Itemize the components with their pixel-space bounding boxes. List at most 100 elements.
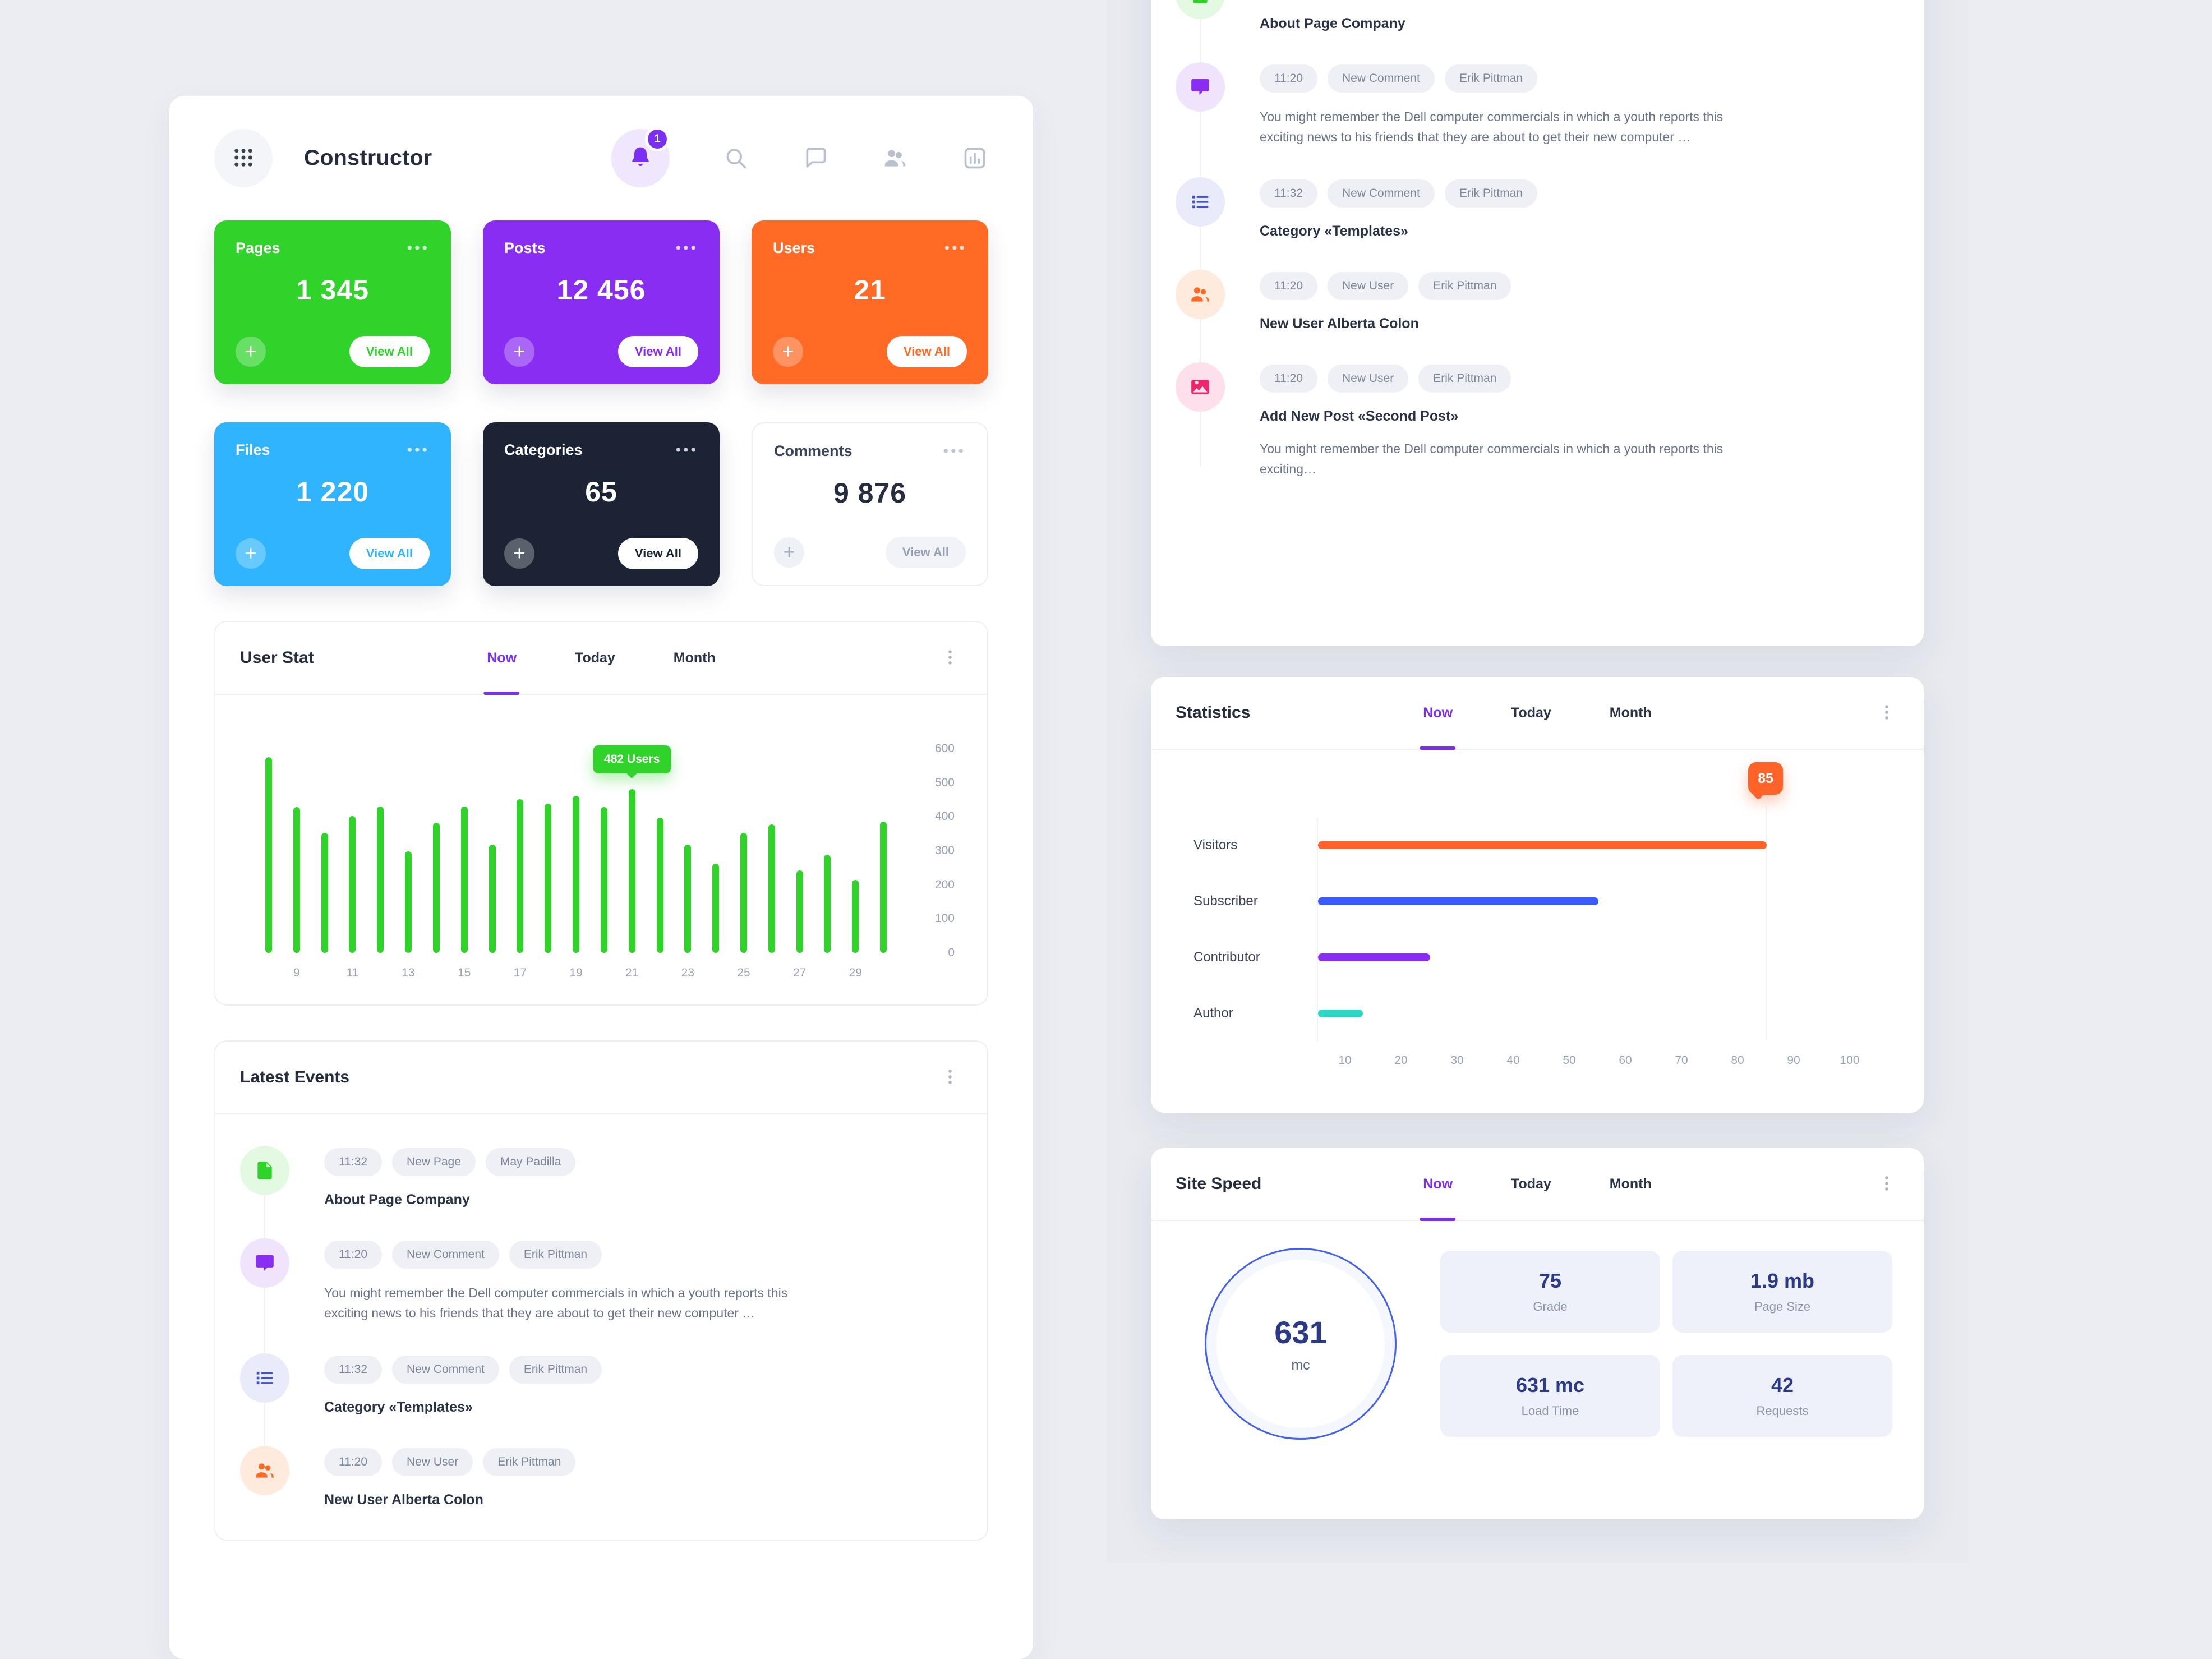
event-item: 11:32 New Comment Erik Pittman Category «Te… (1176, 177, 1899, 239)
tab-month[interactable]: Month (1609, 704, 1652, 721)
notifications-button[interactable]: 1 (611, 127, 670, 187)
add-icon[interactable]: + (504, 538, 534, 569)
analytics-icon[interactable] (961, 145, 988, 172)
x-axis-label: 30 (1450, 1054, 1464, 1067)
stat-row: Contributor (1193, 929, 1879, 985)
user-stat-bar[interactable] (573, 796, 580, 953)
card-title: Users (773, 239, 815, 256)
card-menu-icon[interactable]: ••• (944, 239, 967, 256)
user-stat-bar[interactable] (684, 845, 692, 953)
event-user-chip[interactable]: Erik Pittman (483, 1448, 576, 1477)
event-title[interactable]: About Page Company (324, 1192, 470, 1208)
tab-today[interactable]: Today (1511, 704, 1551, 721)
speed-gauge: 631 mc (1205, 1248, 1397, 1440)
add-icon[interactable]: + (236, 337, 266, 367)
user-stat-bar[interactable] (768, 824, 775, 953)
event-type-chip[interactable]: New User (1328, 272, 1409, 301)
user-stat-bar[interactable] (600, 807, 607, 953)
view-all-button[interactable]: View All (349, 538, 430, 569)
tab-today[interactable]: Today (575, 649, 615, 666)
user-stat-bar[interactable] (460, 807, 468, 953)
user-stat-bar[interactable] (405, 851, 412, 953)
speed-tile-requests: 42 Requests (1672, 1355, 1892, 1437)
event-type-chip[interactable]: New Comment (392, 1241, 499, 1269)
messages-icon[interactable] (802, 145, 829, 172)
event-user-chip[interactable]: Erik Pittman (509, 1241, 602, 1269)
card-menu-icon[interactable]: ••• (943, 443, 966, 459)
event-type-chip[interactable]: New Page (392, 1148, 476, 1176)
tab-now[interactable]: Now (1423, 1148, 1453, 1220)
user-stat-bar[interactable] (517, 799, 524, 953)
user-stat-bar[interactable] (796, 870, 803, 953)
users-icon[interactable] (882, 145, 909, 172)
event-user-chip[interactable]: Erik Pittman (1418, 272, 1511, 301)
view-all-button[interactable]: View All (349, 336, 430, 367)
user-stat-bar[interactable] (712, 864, 720, 953)
search-icon[interactable] (722, 145, 749, 172)
event-user-chip[interactable]: Erik Pittman (509, 1356, 602, 1384)
user-stat-bar[interactable] (824, 855, 831, 953)
bar-slot (841, 749, 869, 953)
more-options-icon[interactable] (1874, 1172, 1899, 1196)
add-icon[interactable]: + (773, 337, 803, 367)
event-title[interactable]: About Page Company (1260, 16, 1405, 31)
event-type-chip[interactable]: New User (1328, 365, 1409, 393)
user-stat-bar[interactable] (489, 845, 496, 953)
more-options-icon[interactable] (938, 1065, 962, 1090)
event-title[interactable]: Category «Templates» (324, 1399, 473, 1416)
user-stat-bar[interactable] (656, 818, 663, 953)
x-axis-label (366, 966, 394, 980)
stat-bar[interactable] (1318, 953, 1430, 961)
user-stat-bar[interactable] (880, 822, 887, 953)
add-icon[interactable]: + (504, 337, 534, 367)
user-stat-bar[interactable] (432, 823, 440, 953)
event-title[interactable]: New User Alberta Colon (1260, 316, 1419, 332)
tab-now[interactable]: Now (487, 622, 517, 694)
tab-month[interactable]: Month (1609, 1176, 1652, 1192)
user-stat-bar[interactable] (852, 880, 859, 953)
user-stat-bar[interactable] (740, 833, 747, 953)
event-title[interactable]: Add New Post «Second Post» (1260, 408, 1459, 425)
card-menu-icon[interactable]: ••• (407, 441, 430, 458)
event-user-chip[interactable]: May Padilla (485, 1148, 576, 1176)
user-stat-bar[interactable] (321, 833, 328, 953)
view-all-button[interactable]: View All (886, 336, 967, 367)
event-user-chip[interactable]: Erik Pittman (1418, 365, 1511, 393)
user-stat-bar[interactable] (628, 789, 635, 953)
tab-now[interactable]: Now (1423, 677, 1453, 749)
view-all-button[interactable]: View All (885, 537, 966, 568)
add-icon[interactable]: + (236, 538, 266, 569)
card-menu-icon[interactable]: ••• (675, 441, 698, 458)
view-all-button[interactable]: View All (617, 538, 698, 569)
apps-grid-button[interactable] (214, 129, 273, 187)
event-title[interactable]: New User Alberta Colon (324, 1492, 483, 1508)
event-type-chip[interactable]: New Comment (1328, 179, 1435, 208)
user-stat-bar[interactable] (265, 757, 272, 953)
speed-tile-load-time: 631 mc Load Time (1440, 1355, 1660, 1437)
user-stat-bar[interactable] (545, 804, 552, 953)
event-type-chip[interactable]: New User (392, 1448, 473, 1477)
tab-month[interactable]: Month (673, 649, 716, 666)
stat-bar[interactable] (1318, 1010, 1363, 1017)
tab-today[interactable]: Today (1511, 1176, 1551, 1192)
stat-row-label: Subscriber (1193, 893, 1258, 909)
user-stat-bar[interactable] (293, 807, 300, 953)
view-all-button[interactable]: View All (617, 336, 698, 367)
user-stat-bar[interactable] (349, 816, 356, 953)
chart-tooltip: 482 Users (593, 745, 671, 773)
more-options-icon[interactable] (938, 646, 962, 670)
stat-bar[interactable] (1318, 897, 1598, 905)
card-title: Files (236, 441, 270, 458)
more-options-icon[interactable] (1874, 701, 1899, 725)
event-user-chip[interactable]: Erik Pittman (1444, 64, 1538, 93)
add-icon[interactable]: + (774, 537, 804, 568)
card-menu-icon[interactable]: ••• (675, 239, 698, 256)
event-type-chip[interactable]: New Comment (1328, 64, 1435, 93)
card-menu-icon[interactable]: ••• (407, 239, 430, 256)
stat-bar[interactable] (1318, 841, 1767, 849)
event-time: 11:20 (1260, 365, 1317, 393)
event-type-chip[interactable]: New Comment (392, 1356, 499, 1384)
user-stat-bar[interactable] (377, 807, 384, 953)
event-title[interactable]: Category «Templates» (1260, 223, 1408, 239)
event-user-chip[interactable]: Erik Pittman (1444, 179, 1538, 208)
